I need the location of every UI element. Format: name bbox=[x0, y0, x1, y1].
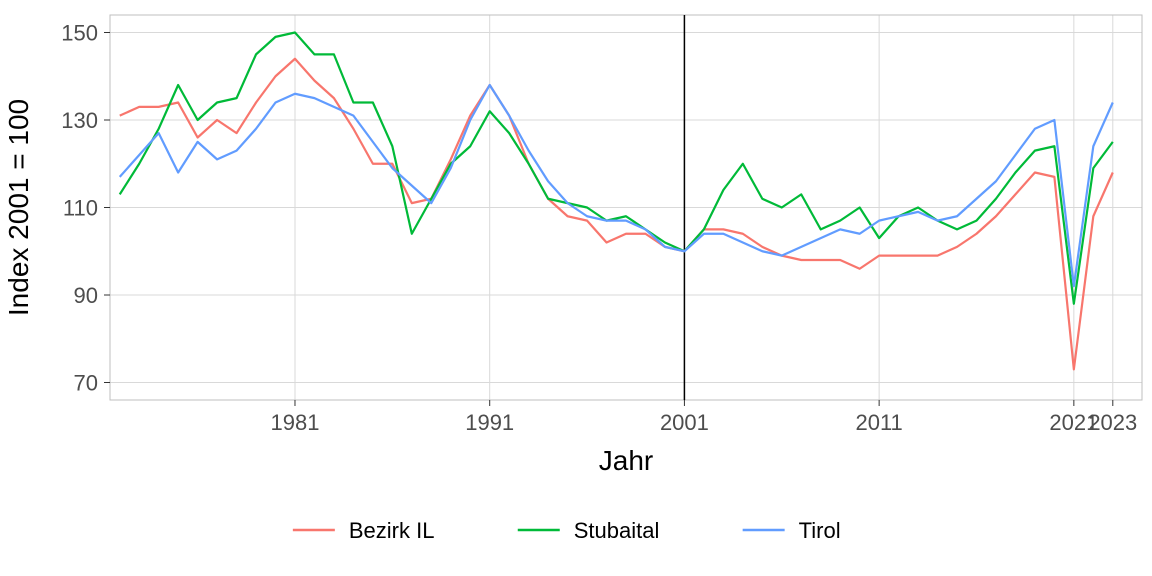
x-tick-label: 2001 bbox=[660, 410, 709, 435]
x-tick-label: 2011 bbox=[855, 410, 902, 435]
y-axis-title: Index 2001 = 100 bbox=[3, 99, 34, 316]
y-tick-label: 70 bbox=[74, 371, 98, 396]
x-tick-label: 2023 bbox=[1088, 410, 1137, 435]
y-tick-label: 150 bbox=[61, 21, 98, 46]
legend-label: Tirol bbox=[799, 518, 841, 543]
chart-container: 7090110130150198119912001201120212023Jah… bbox=[0, 0, 1152, 576]
legend-label: Bezirk IL bbox=[349, 518, 435, 543]
legend-label: Stubaital bbox=[574, 518, 660, 543]
x-tick-label: 1991 bbox=[465, 410, 514, 435]
y-tick-label: 130 bbox=[61, 108, 98, 133]
y-tick-label: 110 bbox=[63, 196, 98, 221]
legend: Bezirk IL Stubaital Tirol bbox=[293, 518, 841, 543]
y-tick-label: 90 bbox=[74, 283, 98, 308]
x-tick-label: 1981 bbox=[271, 410, 320, 435]
x-axis-title: Jahr bbox=[599, 445, 653, 476]
line-chart-svg: 7090110130150198119912001201120212023Jah… bbox=[0, 0, 1152, 576]
